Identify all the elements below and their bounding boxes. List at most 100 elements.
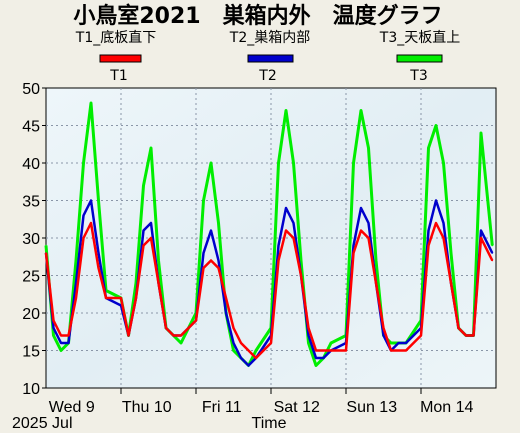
- x-tick-label: Fri 11: [202, 399, 242, 416]
- y-tick-label: 20: [22, 306, 40, 323]
- data-point-t1: [285, 229, 287, 232]
- data-point-t3: [142, 184, 145, 187]
- data-point-t3: [60, 349, 62, 352]
- data-point-t2: [427, 229, 430, 232]
- y-tick-label: 40: [22, 156, 40, 173]
- data-point-t2: [367, 222, 370, 224]
- data-point-t2: [142, 229, 145, 232]
- data-point-t3: [255, 349, 257, 352]
- legend-desc-t3: T3_天板直上: [379, 29, 460, 46]
- data-point-t1: [232, 327, 235, 329]
- data-point-t1: [247, 349, 250, 352]
- data-point-t3: [375, 259, 377, 262]
- x-axis: Wed 9 Thu 10 Fri 11 Sat 12 Sun 13 Mon 14: [49, 388, 474, 416]
- data-point-t3: [367, 147, 370, 149]
- data-point-t1: [150, 237, 152, 239]
- data-point-t2: [82, 214, 85, 217]
- data-point-t3: [427, 147, 430, 149]
- data-point-t1: [270, 342, 272, 344]
- data-point-t1: [375, 282, 377, 284]
- grid-lines: [46, 88, 496, 388]
- legend-label-t2: T2: [258, 68, 276, 84]
- data-point-t1: [360, 229, 362, 232]
- data-point-t3: [450, 252, 452, 254]
- data-point-t1: [330, 349, 332, 352]
- data-point-t2: [397, 342, 400, 344]
- data-point-t1: [300, 274, 302, 277]
- data-point-t2: [322, 357, 325, 359]
- data-point-t1: [67, 334, 70, 337]
- data-point-t1: [435, 222, 437, 224]
- data-point-t3: [352, 162, 355, 164]
- data-point-t3: [217, 222, 220, 224]
- data-point-t2: [90, 199, 92, 202]
- y-axis: 10 15 20 25 30 35 40 45 50: [22, 81, 46, 398]
- data-point-t3: [180, 342, 182, 344]
- data-point-t3: [285, 109, 287, 112]
- data-point-t2: [202, 252, 205, 254]
- data-point-t1: [405, 349, 407, 352]
- data-point-t1: [442, 237, 445, 239]
- data-point-t1: [491, 259, 494, 262]
- data-point-t1: [45, 252, 47, 254]
- data-point-t1: [97, 267, 100, 269]
- data-point-t3: [300, 259, 302, 262]
- data-point-t1: [127, 334, 130, 337]
- y-tick-label: 25: [22, 269, 40, 286]
- data-point-t1: [135, 297, 137, 299]
- x-tick-label: Wed 9: [49, 399, 95, 416]
- data-point-t1: [225, 297, 227, 299]
- data-point-t1: [165, 327, 167, 329]
- data-point-t1: [172, 334, 175, 337]
- data-point-t2: [285, 207, 287, 209]
- data-point-t1: [352, 252, 355, 254]
- data-point-t2: [247, 364, 250, 367]
- data-point-t1: [75, 297, 77, 299]
- data-point-t2: [405, 342, 407, 344]
- data-point-t2: [277, 244, 280, 247]
- data-point-t1: [82, 237, 85, 239]
- data-point-t2: [75, 282, 77, 284]
- data-point-t2: [435, 199, 437, 202]
- x-caption: 2025 Jul: [12, 415, 73, 432]
- data-point-t1: [60, 334, 62, 337]
- x-tick-label: Thu 10: [122, 399, 172, 416]
- data-point-t3: [435, 124, 437, 127]
- y-tick-label: 10: [22, 381, 40, 398]
- data-point-t2: [52, 327, 55, 329]
- data-point-t2: [382, 334, 385, 337]
- data-point-t3: [315, 364, 317, 367]
- data-point-t1: [390, 349, 392, 352]
- data-point-t1: [397, 349, 400, 352]
- data-point-t2: [307, 334, 310, 337]
- x-tick-label: Sat 12: [274, 399, 320, 416]
- legend-label-t3: T3: [409, 68, 427, 84]
- data-point-t1: [465, 334, 467, 337]
- data-point-t1: [367, 237, 370, 239]
- x-tick-label: Sun 13: [346, 399, 397, 416]
- data-point-t3: [75, 259, 77, 262]
- data-point-t3: [330, 342, 332, 344]
- x-axis-title: Time: [252, 415, 287, 432]
- legend: T1_底板直下 T2_巣箱内部 T3_天板直上 T1 T2 T3: [75, 29, 460, 84]
- data-point-t1: [315, 349, 317, 352]
- data-point-t3: [52, 334, 55, 337]
- data-point-t2: [60, 342, 62, 344]
- data-point-t1: [180, 334, 182, 337]
- data-point-t3: [292, 162, 295, 164]
- data-point-t2: [97, 252, 100, 254]
- y-tick-label: 45: [22, 119, 40, 136]
- data-point-t1: [307, 327, 310, 329]
- data-point-t3: [82, 162, 85, 164]
- data-point-t3: [157, 259, 160, 262]
- legend-swatch-t2: [247, 54, 294, 63]
- data-point-t1: [217, 267, 220, 269]
- data-point-t3: [307, 342, 310, 344]
- data-point-t1: [52, 319, 55, 322]
- data-point-t3: [90, 102, 92, 104]
- data-point-t1: [120, 297, 122, 299]
- data-point-t2: [210, 229, 212, 232]
- y-tick-label: 50: [22, 81, 40, 98]
- legend-desc-t2: T2_巣箱内部: [229, 30, 310, 46]
- data-point-t1: [90, 222, 92, 224]
